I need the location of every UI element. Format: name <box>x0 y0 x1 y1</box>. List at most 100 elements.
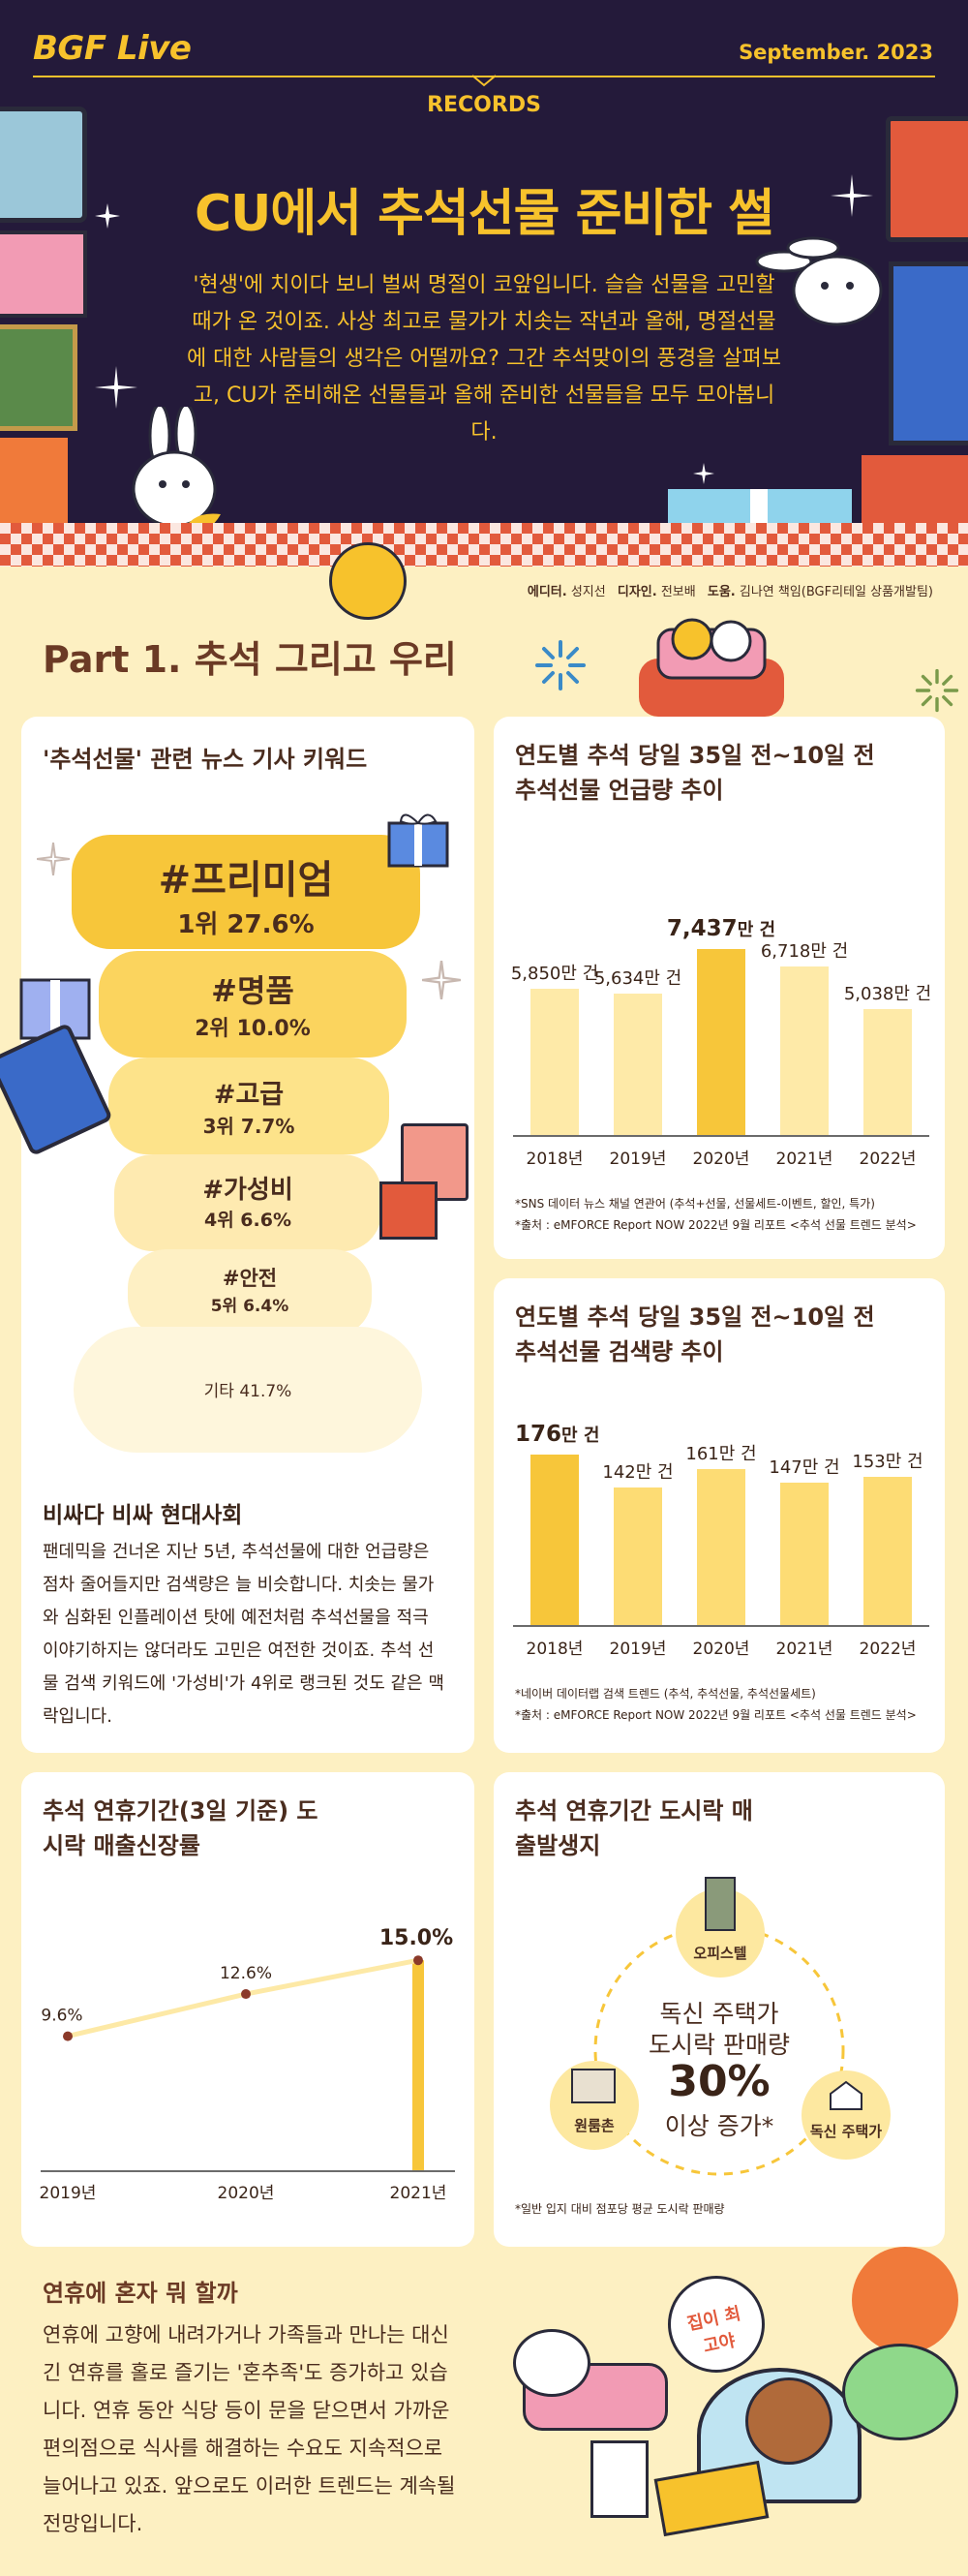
keyword-bubble-1: #프리미엄 1위 27.6% <box>72 835 420 949</box>
designer-label: 디자인. <box>617 585 657 599</box>
chart-title: 추석 연휴기간(3일 기준) 도시락 매출신장률 <box>43 1797 318 1859</box>
mentions-bar-chart: 5,850만 건 2018년 5,634만 건 2019년 7,437만 건 2020년 6… <box>494 717 945 1259</box>
house-icon <box>830 2080 862 2110</box>
designer-name: 전보배 <box>660 585 696 599</box>
editor-name: 성지선 <box>570 585 606 599</box>
keyword-name: #가성비 <box>202 1176 293 1205</box>
rabbits-in-car-illustration <box>639 618 784 717</box>
hero-header: BGF Live September. 2023 RECORDS CU에서 추석… <box>0 0 968 567</box>
location-card-title: 추석 연휴기간 도시락 매출발생지 <box>515 1797 753 1859</box>
data-label: 9.6% <box>41 2007 82 2026</box>
keyword-rank: 2위 10.0% <box>195 1017 311 1041</box>
category-label: 2020년 <box>692 1640 750 1659</box>
help-label: 도움. <box>707 585 736 599</box>
data-label: 142만 건 <box>602 1462 674 1483</box>
data-label: 161만 건 <box>685 1444 757 1464</box>
chart-bar <box>863 1008 912 1135</box>
bear-illustration <box>745 2377 832 2465</box>
data-label: 15.0% <box>379 1926 453 1950</box>
header-divider <box>33 76 935 77</box>
chart-note: *SNS 데이터 뉴스 채널 연관어 (추석+선물, 선물세트-이벤트, 할인,… <box>515 1197 875 1211</box>
chevron-down-icon <box>472 75 496 87</box>
data-label: 176만 건 <box>515 1422 631 1447</box>
chart-bar <box>697 948 745 1135</box>
x-axis-line <box>513 1625 929 1627</box>
keyword-bubble-other: 기타 41.7% <box>74 1327 422 1453</box>
vase-box-illustration <box>889 261 968 445</box>
data-label: 5,850만 건 <box>510 963 599 984</box>
keyword-rank: 1위 27.6% <box>177 910 315 939</box>
data-label-unit: 만 건 <box>561 1426 600 1446</box>
envelope-illustration <box>0 230 87 318</box>
part-title: Part 1. 추석 그리고 우리 <box>43 638 457 681</box>
category-label: 2020년 <box>218 2184 275 2203</box>
persimmon-illustration <box>852 2247 958 2353</box>
intro-text: '현생'에 치이다 보니 벌써 명절이 코앞입니다. 슬슬 선물을 고민할 때가… <box>186 273 782 445</box>
brand-logo: BGF Live <box>33 29 192 68</box>
keywords-card: '추석선물' 관련 뉴스 기사 키워드 #프리미엄 1위 27.6% #명품 2… <box>0 717 474 1753</box>
editor-label: 에디터. <box>527 585 567 599</box>
chart-bar <box>697 1469 745 1625</box>
issue-date: September. 2023 <box>739 41 933 64</box>
chart-title: 연도별 추석 당일 35일 전~10일 전 추석선물 검색량 추이 <box>515 1303 875 1365</box>
data-label-unit: 만 건 <box>737 919 776 940</box>
clover-box-illustration <box>886 116 968 242</box>
search-bar-chart: 176만 건 2018년 142만 건 2019년 161만 건 2020년 147만 건 2… <box>494 1278 945 1753</box>
data-point <box>413 1955 423 1966</box>
center-value: 30% <box>668 2057 771 2106</box>
sparkle-icon <box>95 366 137 409</box>
category-label: 2021년 <box>775 1150 833 1169</box>
data-label: 7,437만 건 <box>663 916 779 941</box>
sparkle-icon <box>831 174 873 217</box>
center-line2: 도시락 판매량 <box>649 2031 790 2059</box>
data-label-value: 7,437 <box>666 915 738 941</box>
holiday-subhead: 연휴에 혼자 뭐 할까 <box>43 2280 238 2307</box>
keyword-name: #프리미엄 <box>158 858 334 903</box>
keyword-rank: 3위 7.7% <box>202 1115 295 1138</box>
keyword-bubble-2: #명품 2위 10.0% <box>99 951 407 1058</box>
x-axis-line <box>513 1135 929 1137</box>
category-label: 2022년 <box>859 1640 917 1659</box>
keyword-name: #명품 <box>211 972 294 1009</box>
pattern-box-icon <box>379 1181 438 1240</box>
center-line3: 이상 증가* <box>664 2112 774 2140</box>
sparkle-icon <box>422 961 461 999</box>
place-label: 오피스텔 <box>693 1945 747 1962</box>
place-label: 독신 주택가 <box>809 2123 883 2140</box>
keyword-name: 기타 41.7% <box>203 1382 292 1401</box>
keyword-bubble-5: #안전 5위 6.4% <box>128 1249 372 1336</box>
sparkle-icon <box>95 203 120 229</box>
speech-bubble <box>668 2276 765 2373</box>
data-label-value: 176 <box>515 1422 562 1447</box>
location-card: 추석 연휴기간 도시락 매출발생지 오피스텔 원룸촌 독신 주택가 독신 주택가… <box>494 1772 945 2247</box>
category-label: 2020년 <box>692 1150 750 1169</box>
fish-box-illustration <box>0 107 87 223</box>
chart-title: 연도별 추석 당일 35일 전~10일 전 추석선물 언급량 추이 <box>515 742 875 804</box>
rabbit-illustration <box>513 2329 590 2397</box>
place-label: 원룸촌 <box>574 2117 615 2134</box>
section-label: RECORDS <box>427 93 541 117</box>
chart-bar <box>780 1483 829 1625</box>
search-chart-card: 연도별 추석 당일 35일 전~10일 전 추석선물 검색량 추이 176만 건… <box>494 1278 945 1753</box>
category-label: 2018년 <box>526 1150 584 1169</box>
keywords-subhead: 비싸다 비싸 현대사회 <box>43 1503 243 1528</box>
credits: 에디터. 성지선 디자인. 전보배 도움. 김나연 책임(BGF리테일 상품개발… <box>520 581 933 599</box>
keyword-rank: 4위 6.6% <box>203 1210 291 1231</box>
data-point <box>241 1989 251 2000</box>
milk-carton-illustration <box>590 2440 649 2518</box>
keyword-bubble-3: #고급 3위 7.7% <box>108 1058 389 1154</box>
holiday-body: 연휴에 고향에 내려가거나 가족들과 만나는 대신 긴 연휴를 홀로 즐기는 '… <box>43 2323 456 2535</box>
chart-bar <box>863 1477 912 1625</box>
data-label: 147만 건 <box>769 1457 840 1478</box>
keyword-name: #고급 <box>213 1080 285 1110</box>
chart-source: *출처 : eMFORCE Report NOW 2022년 9월 리포트 <추… <box>515 1218 917 1232</box>
data-label: 12.6% <box>220 1964 272 1983</box>
building-icon <box>705 1877 736 1931</box>
moon-illustration <box>329 542 407 620</box>
mentions-chart-card: 연도별 추석 당일 35일 전~10일 전 추석선물 언급량 추이 5,850만… <box>494 717 945 1259</box>
data-label: 153만 건 <box>852 1452 923 1472</box>
keywords-card-title: '추석선물' 관련 뉴스 기사 키워드 <box>43 746 368 773</box>
orange-box-illustration <box>0 438 68 525</box>
gift-box-illustration <box>0 324 77 431</box>
category-label: 2021년 <box>390 2184 447 2203</box>
